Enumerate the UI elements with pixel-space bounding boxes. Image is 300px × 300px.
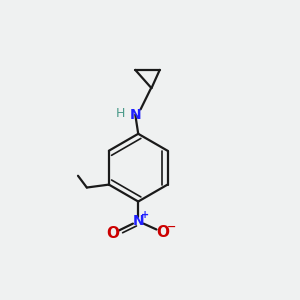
- Text: O: O: [107, 226, 120, 242]
- Text: +: +: [141, 210, 149, 220]
- Text: −: −: [167, 222, 176, 232]
- Text: N: N: [132, 214, 144, 228]
- Text: H: H: [116, 107, 125, 120]
- Text: N: N: [130, 108, 141, 122]
- Text: O: O: [156, 225, 169, 240]
